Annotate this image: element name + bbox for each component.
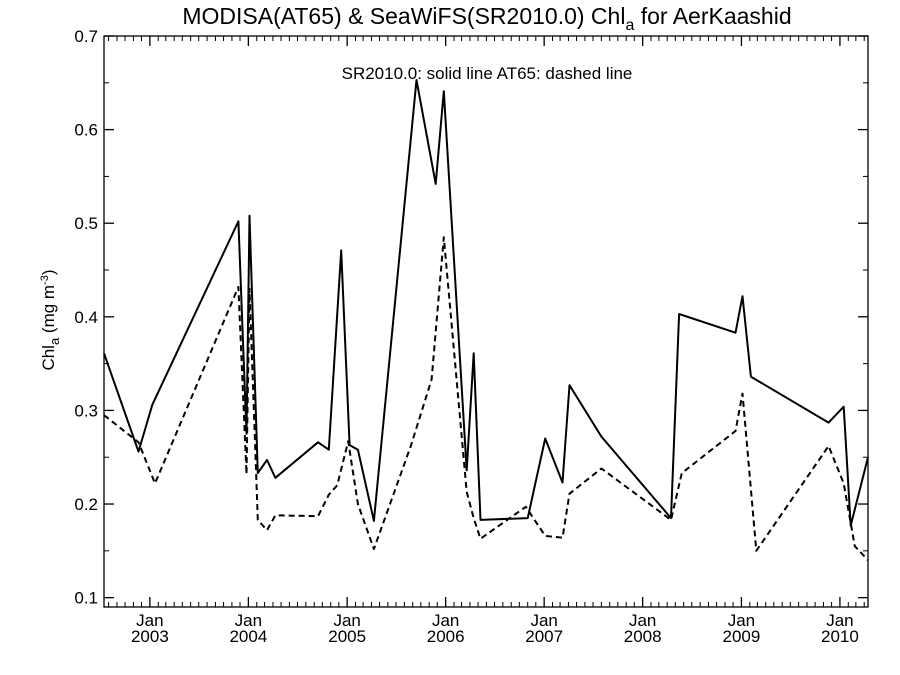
series-sr2010-0-line [103,79,869,527]
y-axis-label-close: ) [39,269,58,275]
y-axis-label-subscript: a [47,337,62,345]
y-tick-label: 0.6 [74,121,98,140]
x-tick-year-label: 2008 [624,627,662,646]
x-tick-month-label: Jan [826,611,853,630]
x-tick-month-label: Jan [235,611,262,630]
chart-title-tail: for AerKaashid [634,3,791,29]
chart-title-main: MODISA(AT65) & SeaWiFS(SR2010.0) Chl [182,3,625,29]
x-tick-month-label: Jan [530,611,557,630]
x-tick-month-label: Jan [629,611,656,630]
line-style-annotation: SR2010.0: solid line AT65: dashed line [342,64,633,83]
x-tick-year-label: 2004 [229,627,267,646]
x-tick-year-label: 2007 [525,627,563,646]
x-tick-month-label: Jan [333,611,360,630]
x-tick-month-label: Jan [432,611,459,630]
x-tick-year-label: 2005 [328,627,366,646]
y-axis: 0.1 0.2 0.3 0.4 0.5 0.6 0.7 [74,27,868,608]
y-axis-label-base: Chl [39,345,58,371]
x-tick-year-label: 2009 [723,627,761,646]
series-at65-line [103,236,869,561]
x-axis: Jan2003Jan2004Jan2005Jan2006Jan2007Jan20… [108,36,865,646]
y-tick-label: 0.5 [74,214,98,233]
series-layer [103,79,869,561]
y-tick-label: 0.3 [74,401,98,420]
y-tick-label: 0.4 [74,308,98,327]
x-tick-month-label: Jan [728,611,755,630]
chart-title-subscript: a [625,17,634,34]
x-tick-year-label: 2003 [131,627,169,646]
x-tick-month-label: Jan [136,611,163,630]
y-axis-label: Chla (mg m-3) [39,269,62,370]
y-tick-label: 0.7 [74,27,98,46]
y-axis-label-superscript: -3 [39,275,51,285]
x-tick-year-label: 2010 [821,627,859,646]
y-tick-label: 0.2 [74,495,98,514]
y-tick-label: 0.1 [74,589,98,608]
chart-title: MODISA(AT65) & SeaWiFS(SR2010.0) Chla fo… [182,3,791,34]
x-tick-year-label: 2006 [427,627,465,646]
y-axis-label-unit: (mg m [39,285,58,338]
